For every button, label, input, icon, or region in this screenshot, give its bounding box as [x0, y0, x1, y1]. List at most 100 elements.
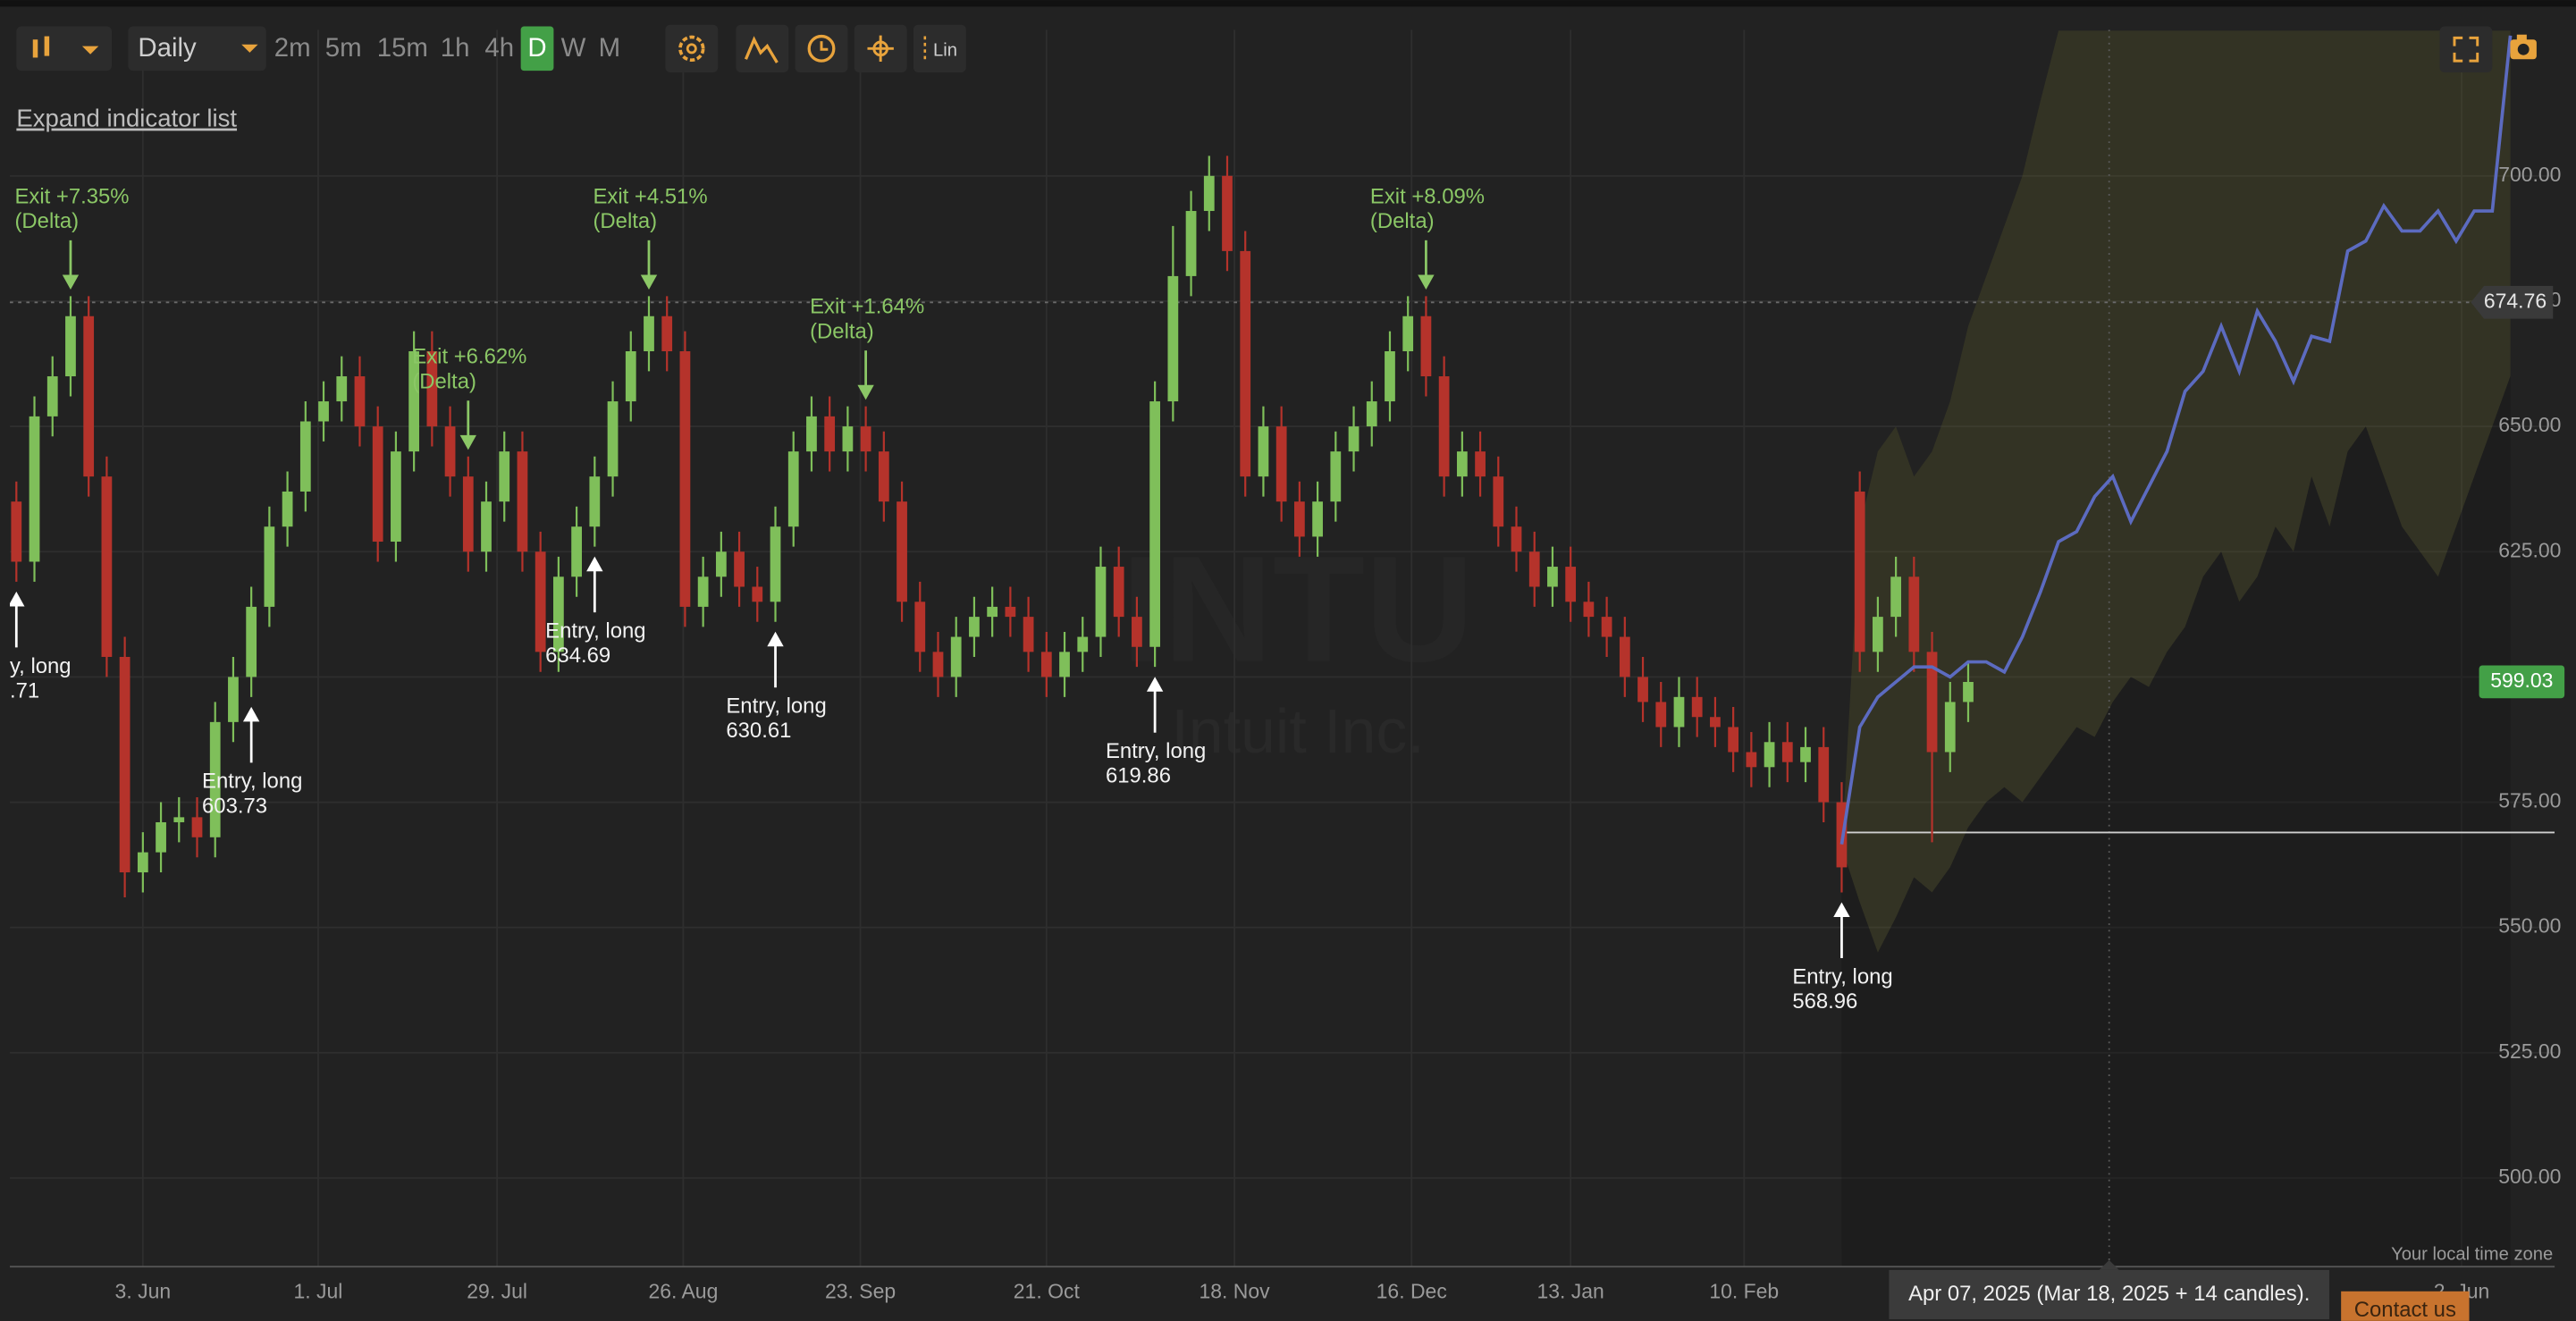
candle-body: [752, 586, 763, 602]
candle-body: [444, 426, 456, 477]
exit-note: (Delta): [14, 209, 79, 233]
candle-body: [842, 426, 854, 452]
candle-body: [65, 316, 76, 377]
candle-body: [1764, 742, 1775, 768]
x-tick-label: 16. Dec: [1376, 1280, 1447, 1303]
entry-arrow: [1146, 677, 1164, 692]
candle-body: [806, 416, 817, 452]
exit-label: Exit +8.09%: [1370, 184, 1485, 208]
candle-body: [156, 821, 166, 853]
timeframe-button[interactable]: D: [527, 33, 546, 63]
cursor-label: Apr 07, 2025 (Mar 18, 2025 + 14 candles)…: [1908, 1282, 2310, 1306]
indicator-icon: [744, 36, 779, 63]
timeframe-button[interactable]: 5m: [325, 33, 362, 63]
exit-arrow: [459, 434, 476, 450]
entry-label: Entry, long: [726, 694, 826, 719]
candle-body: [372, 426, 383, 543]
active-timeframe-bg: [520, 26, 554, 72]
candle-body: [1438, 376, 1450, 477]
candle-icon: [32, 36, 50, 58]
crosshair-icon: [872, 40, 888, 57]
forecast-band: [1841, 30, 2511, 953]
candle-body: [625, 351, 636, 402]
candle-body: [1312, 501, 1323, 537]
chart-type-button[interactable]: [16, 26, 112, 72]
x-tick-label: 18. Nov: [1200, 1280, 1271, 1303]
candle-body: [1222, 175, 1233, 251]
candle-body: [1475, 451, 1486, 477]
fullscreen-button[interactable]: [2439, 26, 2493, 72]
crosshair-icon: [867, 35, 894, 63]
candle-body: [228, 677, 239, 722]
candle-body: [787, 451, 799, 527]
expand-indicator-link[interactable]: Expand indicator list: [16, 105, 237, 132]
exit-arrow: [62, 274, 80, 290]
timeframe-button[interactable]: 15m: [377, 33, 428, 63]
contact-button[interactable]: [2341, 1291, 2470, 1321]
candle-body: [1420, 316, 1432, 377]
candle-body: [336, 376, 348, 402]
gear-icon: [686, 43, 697, 55]
candle-body: [571, 526, 582, 577]
candle-body: [517, 451, 528, 552]
candle-body: [264, 526, 275, 607]
interval-select[interactable]: [128, 26, 266, 72]
x-tick-label: 13. Jan: [1536, 1280, 1604, 1303]
entry-price: 603.73: [202, 794, 267, 818]
x-tick-label: 1. Jul: [294, 1280, 343, 1303]
scale-button[interactable]: [913, 24, 966, 72]
x-tick-label: 10. Feb: [1709, 1280, 1779, 1303]
exit-arrow: [857, 384, 874, 400]
entry-label: Entry, long: [545, 619, 645, 644]
fullscreen-icon: [2453, 36, 2479, 63]
exit-arrow: [1418, 274, 1435, 290]
timeframe-button[interactable]: M: [599, 33, 620, 63]
candle-body: [1005, 606, 1016, 618]
current-price-label: 599.03: [2490, 669, 2553, 692]
camera-lens: [2517, 43, 2530, 55]
y-tick-label: 625.00: [2498, 538, 2561, 561]
forecast-lower-area: [1841, 376, 2511, 1267]
candle-body: [1963, 681, 1974, 703]
x-tick-label: 3. Jun: [115, 1280, 172, 1303]
candle-body: [299, 421, 311, 492]
candle-body: [1095, 567, 1107, 637]
toolbar: Daily Lin: [16, 24, 2537, 72]
candle-body: [209, 721, 221, 837]
candle-body: [1926, 652, 1938, 753]
camera-icon: [2516, 34, 2527, 42]
exit-note: (Delta): [412, 369, 476, 393]
timeframe-button[interactable]: W: [561, 33, 586, 63]
candle-body: [354, 376, 366, 427]
candle-body: [715, 551, 727, 577]
candle-body: [644, 316, 654, 352]
indicator-button[interactable]: [736, 24, 789, 72]
candle-body: [679, 351, 691, 607]
exit-label: Exit +7.35%: [14, 184, 129, 208]
candle-body: [1293, 501, 1305, 537]
current-price-box: [2479, 665, 2565, 699]
timeframe-button[interactable]: 4h: [484, 33, 514, 63]
candle-body: [661, 316, 673, 352]
candle-body: [1528, 551, 1540, 587]
candle-body: [607, 401, 619, 477]
candle-body: [1873, 617, 1883, 652]
x-tick-label: 26. Aug: [648, 1280, 718, 1303]
forecast-line: [1839, 35, 2513, 845]
timeframe-button[interactable]: 1h: [441, 33, 470, 63]
candle-body: [1908, 576, 1920, 652]
candle-body: [1800, 746, 1811, 762]
candle-body: [697, 576, 709, 607]
candle-body: [1710, 717, 1721, 728]
candle-body: [1547, 567, 1558, 587]
candle-body: [29, 416, 40, 562]
entry-price: .71: [10, 678, 39, 703]
candle-body: [1330, 451, 1342, 502]
exit-label: Exit +6.62%: [412, 345, 526, 369]
candle-body: [462, 476, 474, 552]
candle-body: [987, 606, 998, 618]
timeframe-button[interactable]: 2m: [274, 33, 311, 63]
candle-body: [1601, 617, 1612, 637]
settings-button[interactable]: [665, 24, 719, 72]
